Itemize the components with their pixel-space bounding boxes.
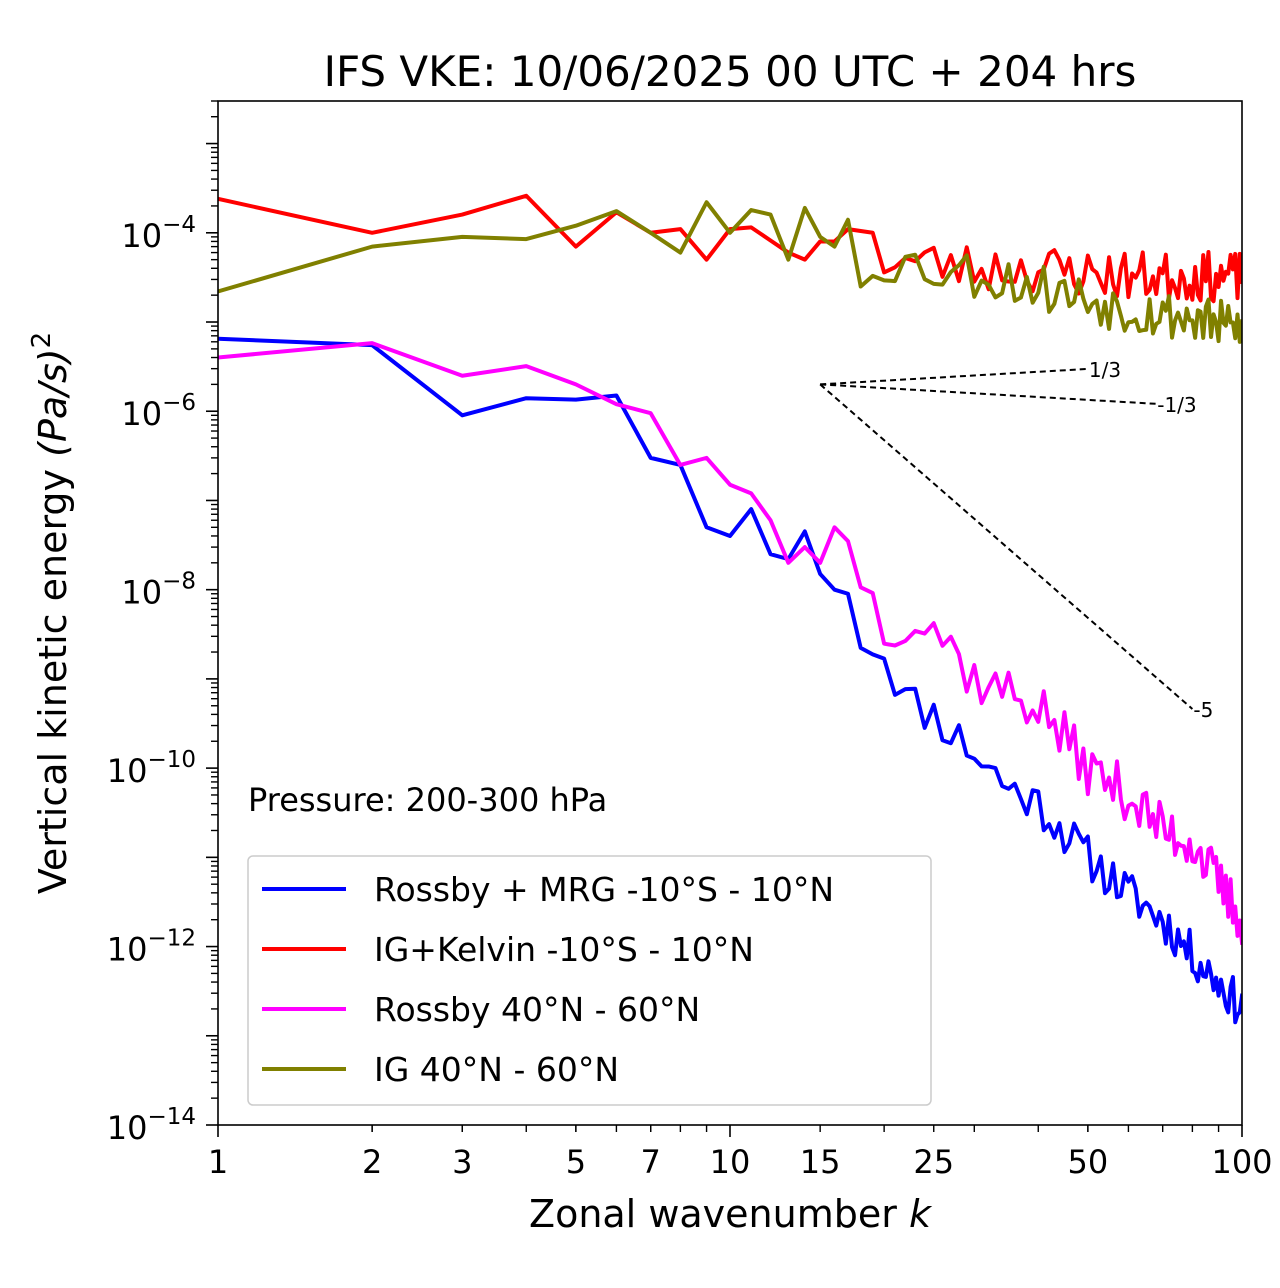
series-line-4 <box>218 200 1242 344</box>
x-tick-label: 5 <box>566 1143 586 1181</box>
y-tick-label: 10−8 <box>121 569 196 612</box>
reference-label-2: -1/3 <box>1157 393 1196 417</box>
y-axis-label: Vertical kinetic energy (Pa/s)2 <box>27 332 75 894</box>
x-tick-label: 1 <box>208 1143 228 1181</box>
x-tick-label: 3 <box>452 1143 472 1181</box>
y-tick-label: 10−14 <box>107 1104 196 1147</box>
reference-label-3: -5 <box>1193 698 1213 722</box>
y-axis: 10−14 10−12 10−10 10−8 10−6 10−4 <box>107 100 218 1147</box>
x-tick-label: 2 <box>362 1143 382 1181</box>
x-axis: 1 2 3 5 7 10 15 25 50 100 <box>208 1125 1273 1181</box>
x-tick-label: 7 <box>641 1143 661 1181</box>
y-tick-label: 10−4 <box>121 212 196 255</box>
series-line-3 <box>218 341 1242 946</box>
x-axis-label-variable: k <box>909 1192 933 1236</box>
x-tick-label: 100 <box>1211 1143 1272 1181</box>
pressure-annotation: Pressure: 200-300 hPa <box>248 781 607 819</box>
legend-box <box>247 855 932 1106</box>
y-axis-label-unit: (Pa/s) <box>31 348 75 456</box>
y-axis-label-text: Vertical kinetic energy <box>31 469 75 894</box>
reference-lines: 1/3 -1/3 -5 <box>819 358 1213 722</box>
reference-line-1 <box>820 367 1088 386</box>
legend-label-4: IG 40°N - 60°N <box>374 1050 619 1089</box>
x-tick-label: 50 <box>1068 1143 1109 1181</box>
series-line-1 <box>218 336 1242 1025</box>
x-tick-label: 10 <box>710 1143 751 1181</box>
reference-line-3 <box>819 383 1194 710</box>
reference-line-2 <box>820 383 1157 405</box>
legend-label-1: Rossby + MRG -10°S - 10°N <box>374 870 834 909</box>
x-axis-label: Zonal wavenumber k <box>529 1192 933 1236</box>
reference-label-1: 1/3 <box>1089 358 1121 382</box>
x-axis-label-text: Zonal wavenumber <box>529 1192 897 1236</box>
series-line-2 <box>218 193 1242 304</box>
legend: Rossby + MRG -10°S - 10°N IG+Kelvin -10°S… <box>247 855 932 1106</box>
y-tick-label: 10−12 <box>107 926 196 969</box>
x-tick-label: 15 <box>800 1143 841 1181</box>
x-tick-label: 25 <box>913 1143 954 1181</box>
y-axis-label-exponent: 2 <box>27 332 57 349</box>
legend-label-2: IG+Kelvin -10°S - 10°N <box>374 930 754 969</box>
series-layer <box>218 193 1242 1025</box>
legend-label-3: Rossby 40°N - 60°N <box>374 990 700 1029</box>
y-tick-label: 10−10 <box>107 747 196 790</box>
chart-title: IFS VKE: 10/06/2025 00 UTC + 204 hrs <box>324 47 1137 96</box>
y-tick-label: 10−6 <box>121 390 196 433</box>
